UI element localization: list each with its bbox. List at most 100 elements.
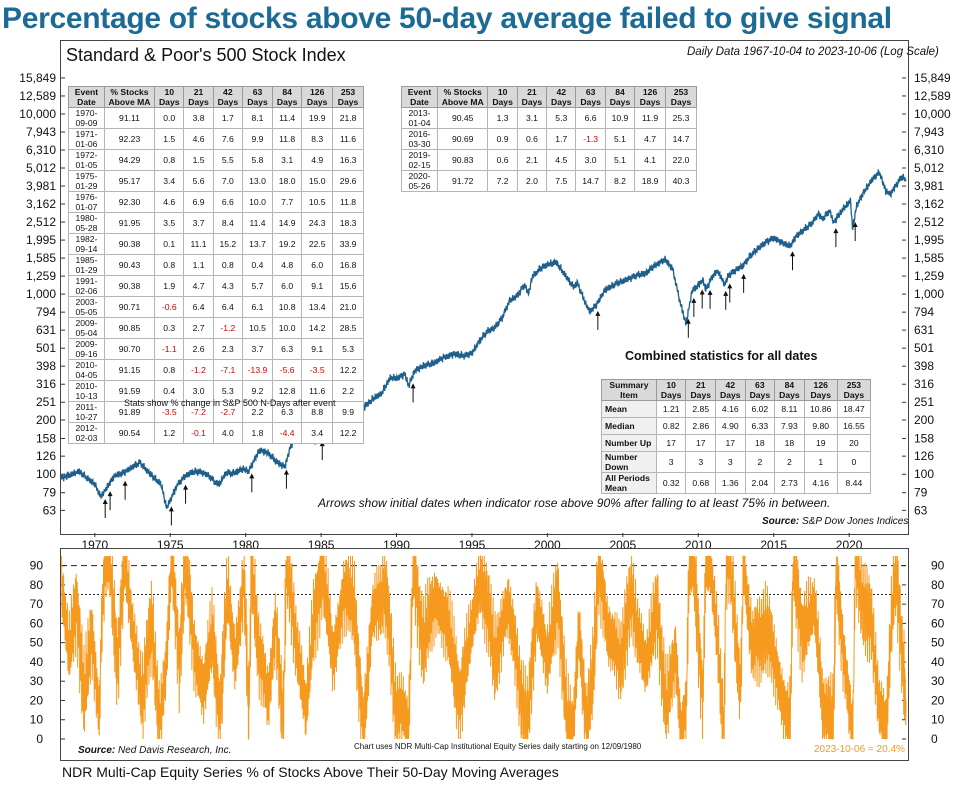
y-tick-label: 20 [931,693,945,707]
y-tick-label: 2,512 [26,215,56,229]
y-tick-label: 10,000 [914,107,951,121]
y-tick-label: 1,585 [914,251,944,265]
y-tick-label: 15,849 [19,71,56,85]
table-header: Event Date [401,86,438,108]
signal-arrow [699,289,705,309]
signal-arrow-head [685,318,691,324]
combined-stats-title: Combined statistics for all dates [625,349,818,363]
sp500-series-line [60,169,907,509]
signal-arrow [727,283,733,303]
table-cell: 16.3 [332,149,364,171]
table-row: 2010-04-05 91.15 0.8 -1.2 -7.1 -13.9 -5.6 -3.5 1… [68,359,364,381]
table-row: 2020-05-26 91.72 7.2 2.0 7.5 14.7 8.2 18.9 40.3 [401,170,697,192]
table-cell: 4.16 [803,472,838,494]
table-cell: -4.4 [271,422,303,444]
y-tick-label: 40 [30,655,44,669]
y-tick-label: 7,943 [26,125,56,139]
y-tick-label: 6,310 [914,143,944,157]
y-tick-label: 50 [931,636,945,650]
y-tick-label: 79 [43,486,57,500]
table-row: Median 0.82 2.86 4.90 6.33 7.93 9.80 16.55 [601,417,872,435]
signal-arrow-head [183,484,189,490]
signal-arrow [249,473,255,493]
y-tick-label: 3,162 [914,197,944,211]
y-tick-label: 0 [931,732,938,746]
y-tick-label: 30 [30,674,44,688]
y-tick-label: 631 [36,323,56,337]
signal-arrow-head [699,289,705,295]
signal-arrow [707,289,713,309]
event-table-2: Event Date% Stocks Above MA 10 Days 21 Day… [401,86,697,192]
table-header: 10 Days [154,86,185,108]
y-tick-label: 501 [36,341,56,355]
breadth-source-text: Ned Davis Research, Inc. [118,745,232,756]
table-header: 126 Days [803,379,838,401]
signal-arrow [723,290,729,310]
table-cell: 5.1 [604,128,636,150]
sp500-chart: 63 63 79 79 100 100 126 126 158 158 200 200 251 251 31… [19,71,951,552]
y-tick-label: 501 [914,341,934,355]
signal-arrow [833,228,839,248]
breadth-source: Source: Ned Davis Research, Inc. [78,745,231,756]
y-tick-label: 5,012 [26,161,56,175]
table-cell: 3.4 [301,422,334,444]
table-row: 2009-09-16 90.70 -1.1 2.6 2.3 3.7 6.3 9.1 5.3 [68,338,364,360]
table-cell: 2020-05-26 [401,170,438,192]
table-cell: 12.2 [332,422,364,444]
signal-arrow [691,297,697,317]
table-row: 1980-05-28 91.95 3.5 3.7 8.4 11.4 14.9 24.3 18.3 [68,212,364,234]
table-cell: 7.6 [212,128,243,150]
table-row: 1971-01-06 92.23 1.5 4.6 7.6 9.9 11.8 8.3 11.6 [68,128,364,150]
table-header: 253 Days [836,379,872,401]
table-row: 2012-02-03 90.54 1.2 -0.1 4.0 1.8 -4.4 3.4 12.2 [68,422,364,444]
breadth-latest-value: 2023-10-06 = 20.4% [814,744,905,755]
y-tick-label: 10 [931,713,945,727]
signal-arrow [168,506,174,526]
table-header: 84 Days [271,86,303,108]
signal-arrow-head [410,383,416,389]
signal-arrow-head [107,491,113,497]
signal-arrow-head [789,251,795,257]
signal-arrow [122,480,128,500]
y-tick-label: 3,162 [26,197,56,211]
y-tick-label: 3,981 [914,179,944,193]
table-cell: 90.54 [103,422,156,444]
table-row: 2019-02-15 90.83 0.6 2.1 4.5 3.0 5.1 4.1 22.0 [401,149,697,171]
signal-arrow [789,251,795,271]
signal-arrow-head [283,469,289,475]
y-tick-label: 15,849 [914,71,951,85]
y-tick-label: 3,981 [26,179,56,193]
breadth-series-line [61,554,907,740]
y-tick-label: 794 [914,305,934,319]
table-cell: Number Down [601,451,657,473]
table-cell: 2.2 [332,380,364,402]
y-tick-label: 1,259 [26,269,56,283]
table-cell: -0.1 [183,422,214,444]
signal-arrow-head [833,228,839,234]
table-header: 84 Days [604,86,636,108]
y-tick-label: 100 [914,467,934,481]
table-header: 126 Days [301,86,334,108]
y-tick-label: 251 [36,395,56,409]
y-tick-label: 2,512 [914,215,944,229]
table-row: 1985-01-29 90.43 0.8 1.1 0.8 0.4 4.8 6.0 16.8 [68,254,364,276]
signal-arrow [595,310,601,330]
y-tick-label: 50 [30,636,44,650]
y-tick-label: 1,585 [26,251,56,265]
signal-arrow-head [122,480,128,486]
table-row: 1976-01-07 92.30 4.6 6.9 6.6 10.0 7.7 10.5 11.8 [68,191,364,213]
summary-table: Summary Item 10 Days 21 Days 42 Days 63 Days… [601,379,872,494]
signal-arrow-head [249,473,255,479]
signal-arrow [183,484,189,504]
table-cell: Mean [601,400,657,418]
signal-arrow [410,383,416,403]
sp500-source-label: Source: [762,516,800,527]
table-row: 2016-03-30 90.69 0.9 0.6 1.7 -1.3 5.1 4.7 14.7 [401,128,697,150]
table-cell: All Periods Mean [601,472,657,494]
table-header: % Stocks Above MA [103,86,156,108]
signal-arrow-head [727,283,733,289]
y-tick-label: 200 [36,413,56,427]
headline: Percentage of stocks above 50-day averag… [2,2,892,35]
signal-arrow [741,273,747,293]
y-tick-label: 60 [931,616,945,630]
